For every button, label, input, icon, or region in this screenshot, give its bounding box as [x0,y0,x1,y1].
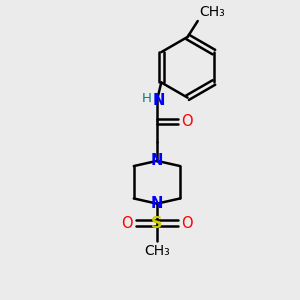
Text: N: N [151,153,163,168]
Text: S: S [151,216,163,231]
Text: CH₃: CH₃ [144,244,170,258]
Text: N: N [151,196,163,211]
Text: CH₃: CH₃ [199,5,225,19]
Text: N: N [152,93,165,108]
Text: O: O [121,216,133,231]
Text: O: O [181,216,193,231]
Text: O: O [181,114,193,129]
Text: H: H [142,92,152,106]
